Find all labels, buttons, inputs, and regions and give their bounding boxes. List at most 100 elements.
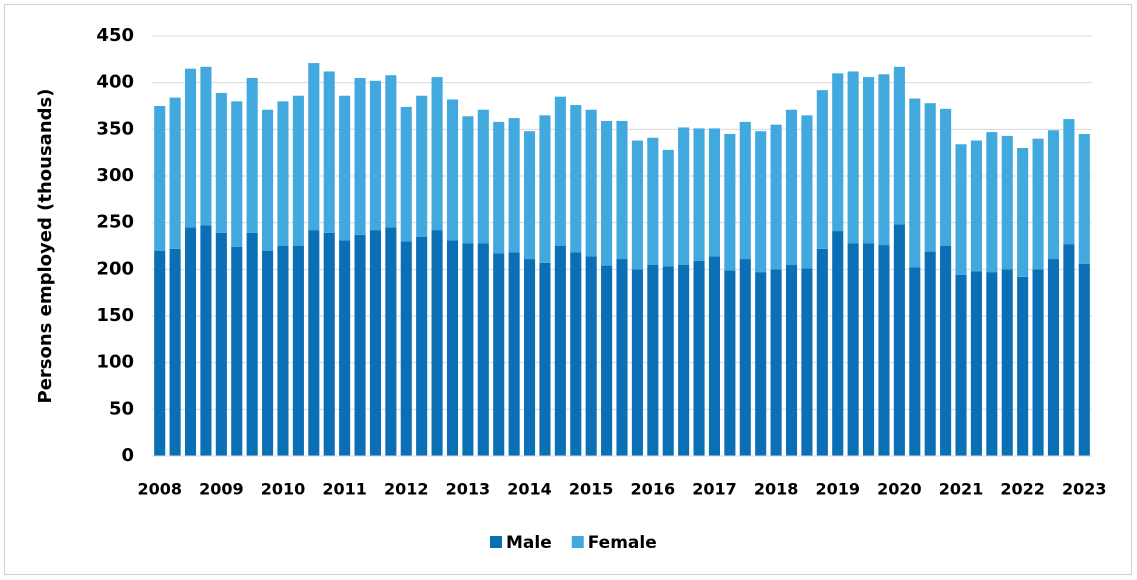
bar-segment bbox=[678, 264, 690, 456]
bar-segment bbox=[539, 115, 551, 263]
x-tick-label: 2017 bbox=[692, 480, 737, 499]
bar-segment bbox=[940, 246, 952, 456]
bar-segment bbox=[585, 256, 597, 456]
x-tick-label: 2012 bbox=[384, 480, 429, 499]
bar-segment bbox=[308, 230, 320, 456]
bar-segment bbox=[616, 120, 628, 260]
bar-segment bbox=[570, 105, 582, 253]
bar-segment bbox=[601, 265, 613, 456]
bar-segment bbox=[246, 78, 258, 233]
bar-segment bbox=[601, 120, 613, 266]
bar-segment bbox=[739, 121, 751, 260]
y-tick-label: 400 bbox=[96, 72, 134, 93]
y-tick-label: 300 bbox=[96, 165, 134, 186]
x-tick-label: 2011 bbox=[322, 480, 367, 499]
bar-segment bbox=[184, 68, 197, 228]
y-tick-label: 150 bbox=[96, 305, 134, 326]
bar-segment bbox=[385, 75, 397, 228]
bar-segment bbox=[986, 272, 998, 456]
bar-segment bbox=[970, 140, 982, 272]
bar-segment bbox=[708, 256, 721, 456]
bar-segment bbox=[154, 250, 166, 456]
bar-segment bbox=[693, 128, 705, 261]
x-tick-label: 2018 bbox=[754, 480, 799, 499]
bar-segment bbox=[539, 262, 551, 456]
bar-segment bbox=[832, 231, 844, 456]
bar-segment bbox=[493, 253, 505, 456]
bar-segment bbox=[154, 106, 166, 251]
x-tick-label: 2019 bbox=[815, 480, 860, 499]
bar-segment bbox=[755, 272, 767, 456]
bar-segment bbox=[231, 101, 243, 247]
bar-segment bbox=[739, 259, 751, 456]
bar-segment bbox=[462, 116, 474, 244]
bar-segment bbox=[878, 245, 890, 456]
x-tick-label: 2016 bbox=[631, 480, 676, 499]
y-tick-label: 0 bbox=[121, 445, 134, 466]
legend-swatch bbox=[571, 536, 584, 548]
bar-segment bbox=[292, 95, 304, 246]
bar-segment bbox=[893, 224, 905, 456]
bar-segment bbox=[785, 264, 798, 456]
bar-segment bbox=[215, 92, 227, 233]
bar-segment bbox=[970, 271, 982, 456]
bar-segment bbox=[878, 74, 890, 246]
bar-segment bbox=[215, 232, 227, 456]
bar-segment bbox=[431, 230, 443, 456]
bar-segment bbox=[924, 251, 936, 456]
bar-segment bbox=[816, 248, 828, 456]
bar-segment bbox=[431, 77, 443, 231]
bar-segment bbox=[400, 241, 412, 456]
bar-segment bbox=[724, 134, 736, 271]
bar-segment bbox=[523, 259, 536, 456]
bar-segment bbox=[940, 108, 952, 246]
x-tick-label: 2008 bbox=[137, 480, 182, 499]
bar-segment bbox=[909, 98, 921, 268]
bar-segment bbox=[477, 109, 489, 244]
bar-segment bbox=[755, 131, 767, 273]
bar-segment bbox=[1032, 138, 1044, 270]
x-tick-label: 2023 bbox=[1062, 480, 1107, 499]
y-axis-label: Persons employed (thousands) bbox=[35, 89, 56, 404]
bar-segment bbox=[1063, 119, 1075, 245]
bar-segment bbox=[1078, 263, 1090, 456]
x-tick-label: 2013 bbox=[446, 480, 491, 499]
x-tick-label: 2014 bbox=[507, 480, 552, 499]
bar-segment bbox=[847, 243, 859, 456]
bar-segment bbox=[200, 225, 212, 456]
bar-segment bbox=[924, 103, 936, 252]
bar-segment bbox=[801, 115, 813, 269]
bar-segment bbox=[523, 131, 536, 260]
bar-segment bbox=[816, 90, 828, 249]
x-tick-label: 2009 bbox=[199, 480, 244, 499]
bar-segment bbox=[785, 109, 798, 265]
bar-segment bbox=[339, 240, 351, 456]
bar-segment bbox=[693, 260, 705, 456]
bar-segment bbox=[508, 252, 520, 456]
y-tick-label: 450 bbox=[96, 25, 134, 46]
bar-segment bbox=[678, 127, 690, 265]
bar-segment bbox=[416, 236, 428, 456]
bar-segment bbox=[1017, 148, 1029, 277]
bar-segment bbox=[1032, 269, 1044, 456]
bar-segment bbox=[277, 246, 289, 456]
bar-segment bbox=[416, 95, 428, 237]
bar-segment bbox=[1047, 259, 1060, 456]
bar-segment bbox=[369, 80, 381, 231]
bar-segment bbox=[462, 243, 474, 456]
bar-segment bbox=[354, 234, 366, 456]
bar-segment bbox=[801, 268, 813, 456]
bar-segment bbox=[909, 267, 921, 456]
bar-segment bbox=[292, 246, 304, 456]
bar-segment bbox=[169, 97, 181, 249]
bar-segment bbox=[169, 248, 181, 456]
bar-segment bbox=[662, 149, 674, 267]
bar-segment bbox=[323, 232, 335, 456]
legend-swatch bbox=[490, 536, 502, 548]
bar-segment bbox=[1017, 276, 1029, 456]
x-tick-label: 2010 bbox=[261, 480, 306, 499]
bar-segment bbox=[554, 246, 566, 456]
bar-segment bbox=[262, 109, 274, 251]
bar-segment bbox=[616, 259, 628, 456]
